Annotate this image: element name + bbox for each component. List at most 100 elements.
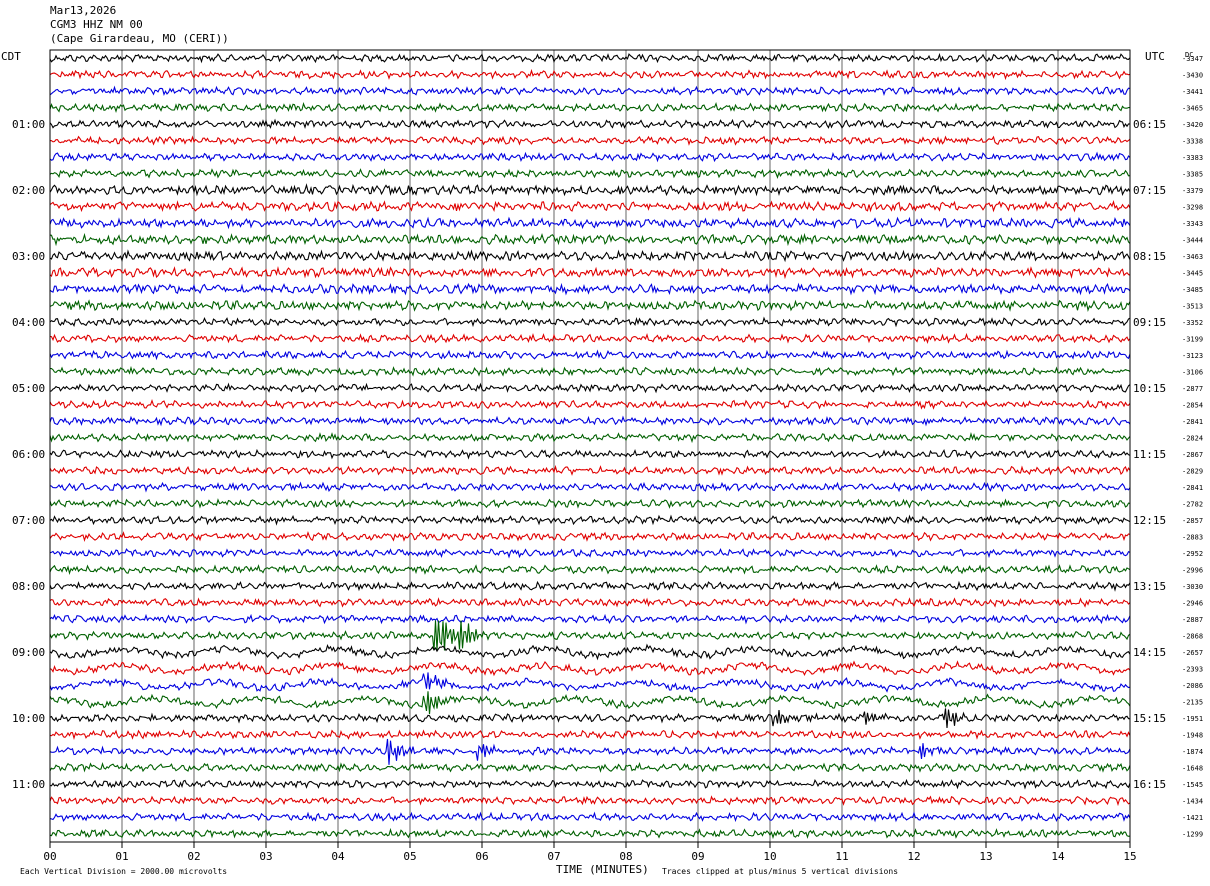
x-tick-label: 14 <box>1051 850 1065 863</box>
dc-offset-label: -3199 <box>1182 336 1203 344</box>
dc-offset-label: -2877 <box>1182 385 1203 393</box>
seismic-traces <box>49 52 1131 840</box>
dc-offset-label: -3420 <box>1182 121 1203 129</box>
trace-row-30 <box>49 547 1131 559</box>
x-tick-label: 07 <box>547 850 560 863</box>
dc-offset-label: -2086 <box>1182 682 1203 690</box>
trace-row-24 <box>49 448 1131 460</box>
trace-row-20 <box>49 382 1131 394</box>
trace-row-45 <box>49 795 1131 807</box>
scale-note: Each Vertical Division = 2000.00 microvo… <box>20 867 228 876</box>
trace-row-47 <box>49 827 1131 840</box>
dc-offset-label: -2657 <box>1182 649 1203 657</box>
dc-offset-label: -1648 <box>1182 765 1203 773</box>
x-tick-label: 02 <box>187 850 200 863</box>
dc-offset-label: -2782 <box>1182 501 1203 509</box>
dc-offset-label: -2824 <box>1182 435 1203 443</box>
right-hour-label: 16:15 <box>1133 778 1166 791</box>
x-tick-label: 08 <box>619 850 632 863</box>
right-hour-label: 12:15 <box>1133 514 1166 527</box>
trace-row-13 <box>49 266 1131 280</box>
trace-row-4 <box>49 118 1131 130</box>
right-hour-label: 08:15 <box>1133 250 1166 263</box>
trace-row-2 <box>49 85 1131 97</box>
trace-row-35 <box>49 620 1131 651</box>
hour-labels: -3347 -3430 -3441 -3465 -3420 -3338 -3383 -3385… <box>12 55 1203 839</box>
trace-row-18 <box>49 349 1131 361</box>
trace-row-37 <box>49 660 1131 677</box>
x-tick-label: 03 <box>259 850 272 863</box>
dc-offset-label: -2887 <box>1182 616 1203 624</box>
right-hour-label: 11:15 <box>1133 448 1166 461</box>
trace-row-10 <box>49 216 1131 230</box>
trace-row-5 <box>49 135 1131 146</box>
dc-offset-label: -1299 <box>1182 831 1203 839</box>
trace-row-25 <box>49 464 1131 476</box>
trace-row-16 <box>49 316 1131 328</box>
dc-offset-label: -3298 <box>1182 204 1203 212</box>
dc-offset-label: -3445 <box>1182 270 1203 278</box>
dc-offset-label: -3347 <box>1182 55 1203 63</box>
dc-offset-label: -3383 <box>1182 154 1203 162</box>
left-hour-label: 10:00 <box>12 712 45 725</box>
trace-row-28 <box>49 514 1131 526</box>
left-hour-label: 03:00 <box>12 250 45 263</box>
dc-offset-label: -2946 <box>1182 600 1203 608</box>
x-tick-label: 04 <box>331 850 345 863</box>
right-timezone-label: UTC <box>1145 50 1165 63</box>
right-hour-label: 13:15 <box>1133 580 1166 593</box>
dc-offset-label: -2854 <box>1182 402 1203 410</box>
dc-offset-label: -2952 <box>1182 550 1203 558</box>
dc-offset-label: -2393 <box>1182 666 1203 674</box>
dc-offset-label: -3444 <box>1182 237 1203 245</box>
right-hour-label: 06:15 <box>1133 118 1166 131</box>
trace-row-7 <box>49 168 1131 179</box>
trace-row-11 <box>49 232 1131 247</box>
dc-offset-label: -1421 <box>1182 814 1203 822</box>
dc-offset-label: -3030 <box>1182 583 1203 591</box>
trace-row-39 <box>49 691 1131 715</box>
dc-offset-label: -3379 <box>1182 187 1203 195</box>
left-hour-label: 08:00 <box>12 580 45 593</box>
x-tick-label: 06 <box>475 850 488 863</box>
dc-offset-label: -1545 <box>1182 781 1203 789</box>
dc-offset-label: -3465 <box>1182 105 1203 113</box>
trace-row-9 <box>49 200 1131 213</box>
left-hour-label: 11:00 <box>12 778 45 791</box>
x-tick-label: 12 <box>907 850 920 863</box>
trace-row-44 <box>49 778 1131 790</box>
clip-note: Traces clipped at plus/minus 5 vertical … <box>662 867 899 876</box>
dc-offset-label: -2868 <box>1182 633 1203 641</box>
dc-offset-label: -2841 <box>1182 418 1203 426</box>
left-hour-label: 06:00 <box>12 448 45 461</box>
dc-offset-label: -1434 <box>1182 798 1203 806</box>
trace-row-23 <box>49 432 1131 444</box>
trace-row-40 <box>49 708 1131 729</box>
dc-offset-label: -2829 <box>1182 468 1203 476</box>
dc-offset-label: -2996 <box>1182 567 1203 575</box>
dc-offset-label: -3106 <box>1182 369 1203 377</box>
dc-offset-label: -2841 <box>1182 484 1203 492</box>
dc-offset-label: -3513 <box>1182 303 1203 311</box>
dc-offset-label: -3343 <box>1182 220 1203 228</box>
trace-row-1 <box>49 68 1131 81</box>
trace-row-19 <box>49 365 1131 377</box>
plot-header: Mar13,2026 CGM3 HHZ NM 00 (Cape Girardea… <box>50 4 229 46</box>
trace-row-33 <box>49 597 1131 608</box>
trace-row-42 <box>49 738 1131 765</box>
trace-row-27 <box>49 498 1131 510</box>
x-axis-title: TIME (MINUTES) <box>556 863 649 876</box>
left-hour-label: 02:00 <box>12 184 45 197</box>
dc-offset-label: -3338 <box>1182 138 1203 146</box>
trace-row-0 <box>49 52 1131 64</box>
dc-offset-label: -2867 <box>1182 451 1203 459</box>
right-hour-label: 09:15 <box>1133 316 1166 329</box>
dc-offset-label: -2857 <box>1182 517 1203 525</box>
trace-row-46 <box>49 811 1131 823</box>
right-hour-label: 14:15 <box>1133 646 1166 659</box>
dc-offset-label: -3485 <box>1182 286 1203 294</box>
trace-row-21 <box>49 399 1131 410</box>
trace-row-32 <box>49 580 1131 592</box>
x-tick-label: 11 <box>835 850 848 863</box>
